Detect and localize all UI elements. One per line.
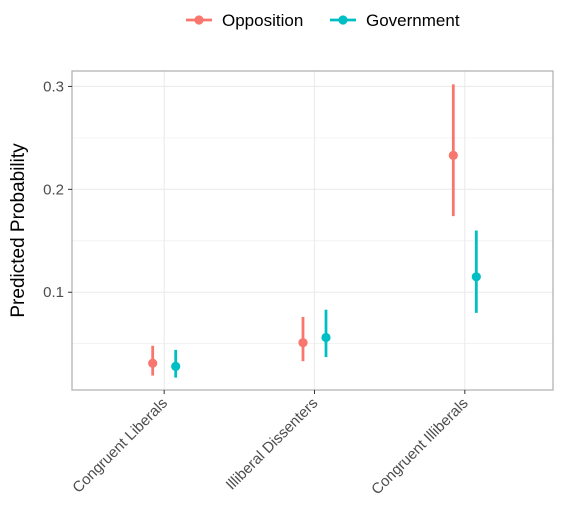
x-tick-label: Congruent Liberals — [69, 395, 171, 497]
data-point — [448, 150, 458, 160]
x-tick-label: Congruent Illiberals — [368, 395, 471, 498]
legend: Opposition Government — [186, 11, 460, 30]
y-tick-label: 0.2 — [43, 181, 64, 198]
legend-key-point — [194, 15, 204, 25]
legend-label: Opposition — [222, 11, 303, 30]
panel-border — [71, 70, 554, 391]
data-point — [471, 272, 481, 282]
x-tick-label: Illiberal Dissenters — [223, 395, 322, 494]
legend-key-point — [338, 15, 348, 25]
data-point — [321, 332, 331, 343]
grid — [72, 71, 553, 390]
x-axis: Congruent Liberals Illiberal Dissenters Co… — [69, 390, 472, 498]
y-tick-label: 0.1 — [43, 284, 64, 301]
data-point — [298, 338, 308, 348]
y-tick-label: 0.3 — [43, 78, 64, 95]
chart-marks — [148, 84, 481, 378]
data-point — [148, 358, 158, 368]
y-axis-title: Predicted Probability — [8, 143, 29, 318]
data-point — [171, 361, 181, 371]
y-axis: 0.1 0.2 0.3 — [43, 78, 72, 301]
legend-label: Government — [366, 11, 460, 30]
